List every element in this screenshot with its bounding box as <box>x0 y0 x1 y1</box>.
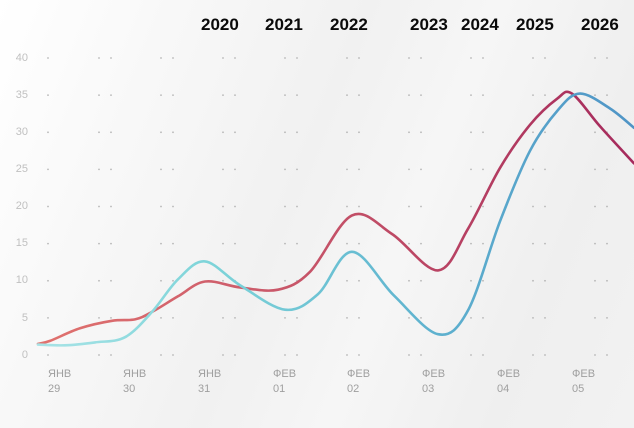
year-label-2021: 2021 <box>265 15 303 34</box>
y-axis-labels: 40 35 30 25 20 15 10 5 0 <box>0 0 29 428</box>
x-tick-month: ФЕВ <box>572 368 596 380</box>
x-tick-month: ФЕВ <box>273 368 297 380</box>
y-tick-label: 35 <box>15 89 28 101</box>
y-tick-label: 10 <box>15 274 28 286</box>
x-tick-day: 29 <box>48 383 61 395</box>
x-tick-day: 03 <box>422 383 435 395</box>
x-tick-jan-30: ЯНВ 30 <box>123 367 146 397</box>
x-tick-month: ЯНВ <box>198 368 222 380</box>
year-label-2025: 2025 <box>516 15 554 34</box>
crimson-line-series <box>36 90 634 346</box>
x-tick-month: ФЕВ <box>497 368 521 380</box>
x-tick-feb-02: ФЕВ 02 <box>347 367 370 397</box>
x-tick-day: 31 <box>198 383 211 395</box>
year-label-2022: 2022 <box>330 15 368 34</box>
y-tick-label: 25 <box>15 163 28 175</box>
x-tick-day: 04 <box>497 383 510 395</box>
x-tick-feb-01: ФЕВ 01 <box>273 367 296 397</box>
x-tick-feb-05: ФЕВ 05 <box>572 367 595 397</box>
y-tick-label: 5 <box>21 312 28 324</box>
x-tick-month: ЯНВ <box>48 368 72 380</box>
x-tick-day: 02 <box>347 383 360 395</box>
x-tick-month: ЯНВ <box>123 368 147 380</box>
year-label-2020: 2020 <box>201 15 239 34</box>
y-tick-label: 30 <box>15 126 28 138</box>
year-label-2024: 2024 <box>461 15 499 34</box>
dotted-grid <box>47 57 608 356</box>
y-tick-label: 0 <box>21 349 28 361</box>
y-tick-label: 40 <box>15 52 28 64</box>
y-tick-label: 20 <box>15 200 28 212</box>
x-tick-month: ФЕВ <box>347 368 371 380</box>
x-tick-feb-03: ФЕВ 03 <box>422 367 445 397</box>
blue-line-series <box>36 92 634 347</box>
x-tick-day: 05 <box>572 383 585 395</box>
x-tick-feb-04: ФЕВ 04 <box>497 367 520 397</box>
x-tick-day: 01 <box>273 383 286 395</box>
year-label-2023: 2023 <box>410 15 448 34</box>
x-tick-month: ФЕВ <box>422 368 446 380</box>
x-tick-jan-29: ЯНВ 29 <box>48 367 71 397</box>
year-label-2026: 2026 <box>581 15 619 34</box>
y-tick-label: 15 <box>15 237 28 249</box>
x-tick-day: 30 <box>123 383 136 395</box>
x-tick-jan-31: ЯНВ 31 <box>198 367 221 397</box>
top-year-axis: 2020 2021 2022 2023 2024 2025 2026 <box>0 0 634 40</box>
